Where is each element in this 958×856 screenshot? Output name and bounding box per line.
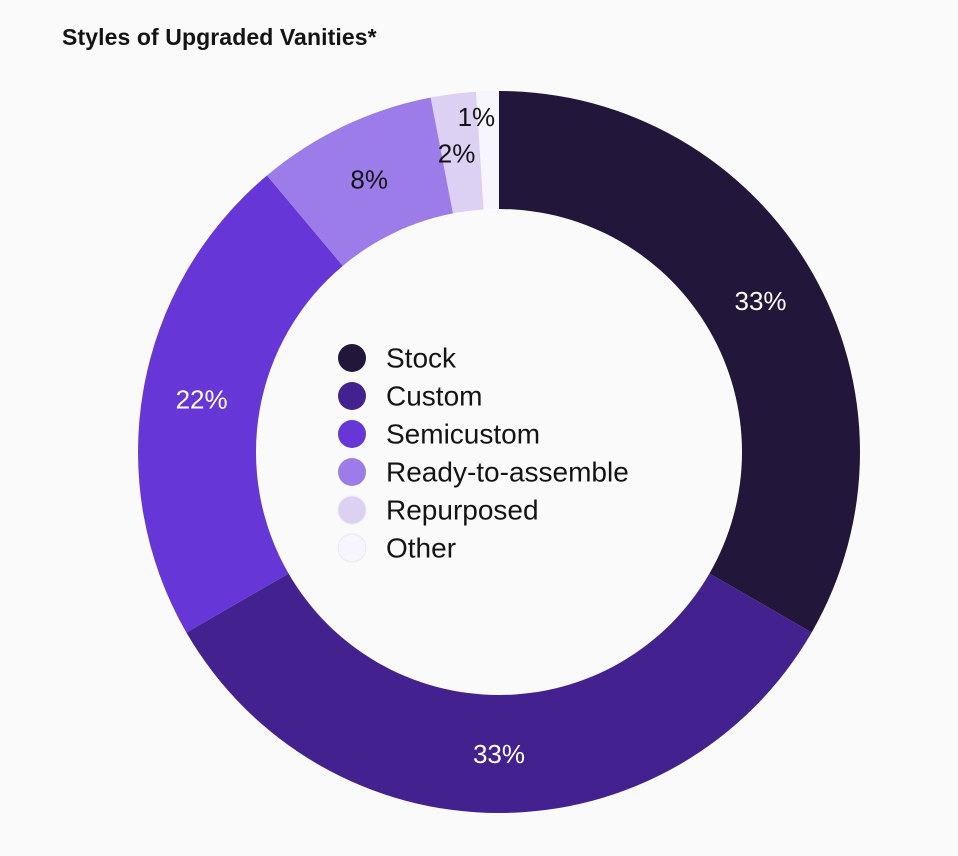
legend-item-stock: Stock xyxy=(338,343,457,374)
legend-label-repurposed: Repurposed xyxy=(386,495,539,526)
legend-item-semicustom: Semicustom xyxy=(338,419,540,450)
donut-slices xyxy=(137,91,860,813)
chart-legend: Stock Custom Semicustom Ready-to-assemble Re… xyxy=(337,343,629,564)
slice-labels: 33% 33% 22% 8% 2% 1% xyxy=(176,102,787,769)
slice-repurposed xyxy=(430,91,484,214)
slice-other xyxy=(476,91,499,210)
value-label-ready-to-assemble: 8% xyxy=(350,164,388,194)
legend-label-semicustom: Semicustom xyxy=(386,419,540,450)
legend-swatch-custom xyxy=(338,382,366,410)
slice-custom xyxy=(186,573,812,813)
legend-swatch-other xyxy=(337,533,367,563)
legend-swatch-repurposed xyxy=(337,495,367,525)
slice-semicustom xyxy=(137,175,343,633)
legend-swatch-stock xyxy=(338,344,366,372)
legend-label-ready-to-assemble: Ready-to-assemble xyxy=(386,457,629,488)
chart-title: Styles of Upgraded Vanities* xyxy=(62,24,377,50)
legend-item-custom: Custom xyxy=(338,381,482,412)
value-label-semicustom: 22% xyxy=(176,385,228,415)
slice-stock xyxy=(499,91,860,633)
legend-item-other: Other xyxy=(337,533,456,564)
slice-ready-to-assemble xyxy=(266,97,454,266)
value-label-stock: 33% xyxy=(735,286,787,316)
legend-label-other: Other xyxy=(386,533,456,564)
legend-item-ready-to-assemble: Ready-to-assemble xyxy=(338,457,629,488)
legend-label-custom: Custom xyxy=(386,381,482,412)
value-label-custom: 33% xyxy=(473,739,525,769)
legend-label-stock: Stock xyxy=(386,343,457,374)
value-label-other: 1% xyxy=(458,102,496,132)
legend-item-repurposed: Repurposed xyxy=(337,495,539,526)
value-label-repurposed: 2% xyxy=(438,139,476,169)
legend-swatch-ready-to-assemble xyxy=(338,458,366,486)
legend-swatch-semicustom xyxy=(338,420,366,448)
